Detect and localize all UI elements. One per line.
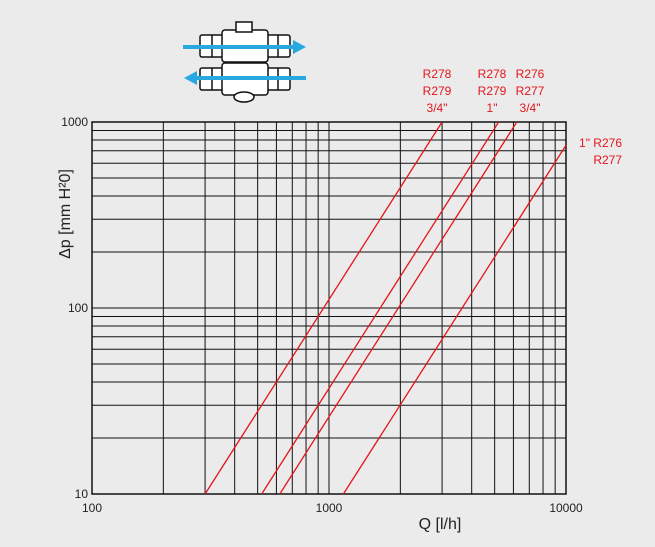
series-line-2 — [261, 121, 500, 495]
series-line-3 — [279, 121, 518, 495]
series-label-2: R279 — [478, 84, 507, 98]
flow-arrow-right-head — [293, 40, 306, 54]
series-line-1 — [204, 121, 443, 495]
series-label-1: R278 — [423, 67, 452, 81]
y-tick-label: 100 — [68, 301, 88, 315]
y-axis-label: Δp [mm H²0] — [57, 169, 74, 259]
series-label-1: R279 — [423, 84, 452, 98]
series-label-2: R278 — [478, 67, 507, 81]
y-tick-label: 1000 — [61, 115, 88, 129]
plot-frame — [91, 121, 567, 495]
y-tick-label: 10 — [75, 487, 89, 501]
x-axis-label: Q [l/h] — [419, 516, 462, 533]
flow-arrow-left-head — [184, 71, 197, 85]
x-tick-label: 1000 — [316, 501, 343, 515]
chart-series — [204, 121, 567, 495]
x-tick-label: 100 — [82, 501, 102, 515]
series-label-3: R277 — [516, 84, 545, 98]
series-label-3: 3/4" — [520, 101, 541, 115]
ball-valve-flow-icon — [183, 21, 306, 103]
series-label-1: 3/4" — [427, 101, 448, 115]
x-tick-label: 10000 — [549, 501, 583, 515]
chart-series-labels: R278 R279 3/4" R278 R279 1" R276 R277 3/4" 1" R27… — [423, 67, 623, 167]
series-label-4: R277 — [593, 153, 622, 167]
flow-arrows-icon — [183, 40, 306, 85]
series-label-4: 1" R276 — [579, 136, 622, 150]
chart-grid — [91, 121, 567, 495]
series-label-2: 1" — [487, 101, 498, 115]
series-line-4 — [342, 144, 567, 495]
series-label-3: R276 — [516, 67, 545, 81]
